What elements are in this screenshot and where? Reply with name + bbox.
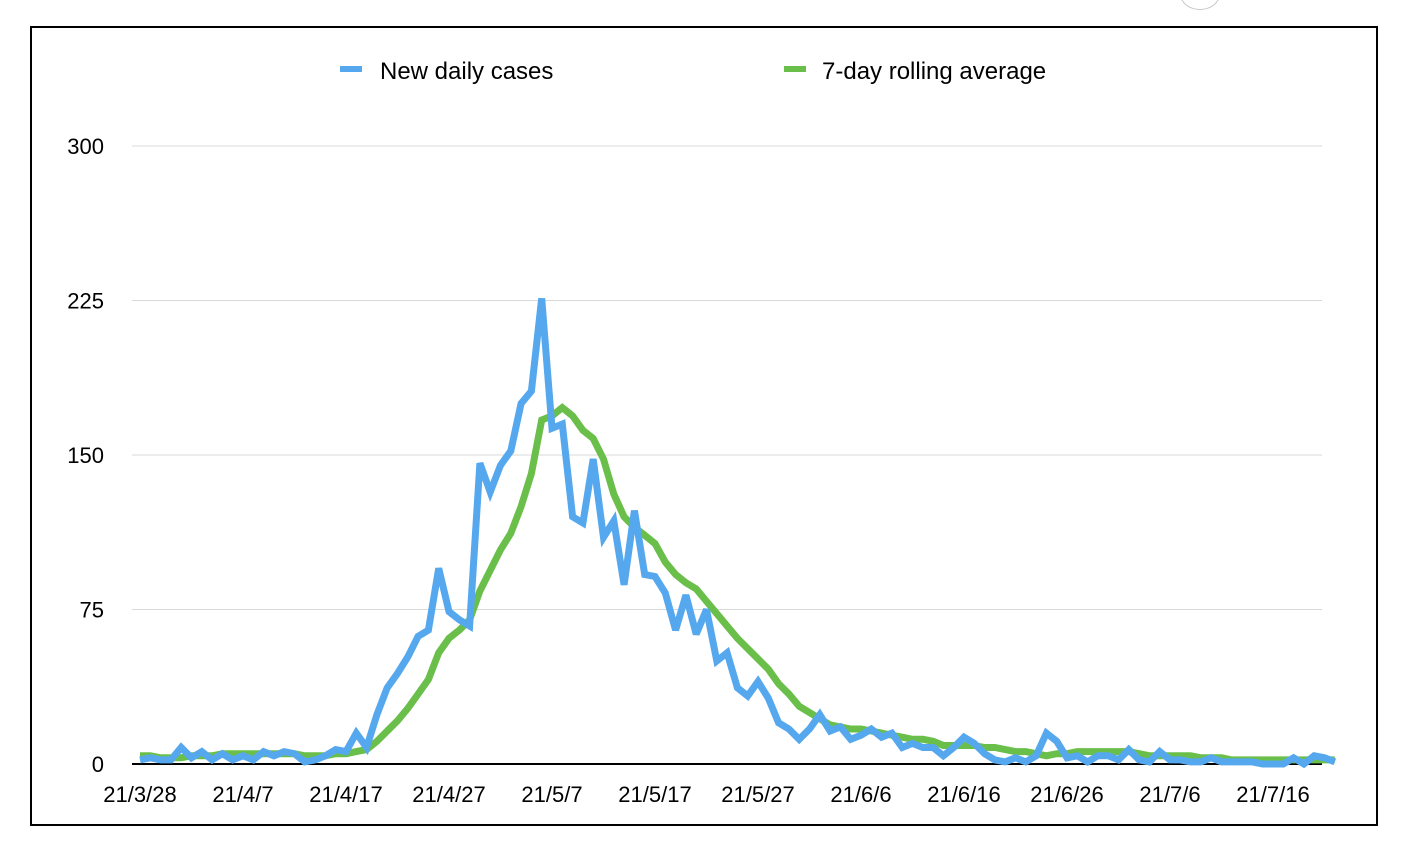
x-tick-label: 21/6/6 — [830, 782, 891, 807]
series-lines — [139, 298, 1337, 769]
x-tick-label: 21/7/6 — [1139, 782, 1200, 807]
x-tick-label: 21/4/7 — [212, 782, 273, 807]
legend-item-new-daily-cases: New daily cases — [340, 58, 553, 85]
legend: New daily cases 7-day rolling average — [340, 58, 1046, 85]
chart-frame — [30, 26, 1378, 826]
x-tick-label: 21/3/28 — [103, 782, 176, 807]
y-tick-label: 75 — [80, 598, 104, 623]
y-tick-label: 300 — [67, 134, 104, 159]
series-line-new-daily-cases — [139, 298, 1337, 769]
y-tick-label: 225 — [67, 289, 104, 314]
legend-label-new-daily-cases: New daily cases — [380, 58, 553, 85]
legend-label-7-day-rolling-average: 7-day rolling average — [822, 58, 1046, 85]
legend-item-7-day-rolling-average: 7-day rolling average — [784, 58, 1046, 85]
axes: 0 75 150 225 300 21/3/28 21/4/7 21/4/17 21/4/27 2… — [67, 134, 1322, 807]
x-tick-label: 21/4/17 — [309, 782, 382, 807]
x-tick-label: 21/6/26 — [1030, 782, 1103, 807]
grid-lines — [132, 145, 1322, 610]
x-tick-label: 21/7/16 — [1236, 782, 1309, 807]
x-tick-label: 21/5/7 — [521, 782, 582, 807]
y-tick-label: 150 — [67, 443, 104, 468]
x-tick-label: 21/6/16 — [927, 782, 1000, 807]
series-line-7-day-rolling-average — [140, 403, 1335, 764]
y-tick-label: 0 — [92, 752, 104, 777]
x-tick-label: 21/4/27 — [412, 782, 485, 807]
x-tick-label: 21/5/27 — [721, 782, 794, 807]
x-tick-label: 21/5/17 — [618, 782, 691, 807]
